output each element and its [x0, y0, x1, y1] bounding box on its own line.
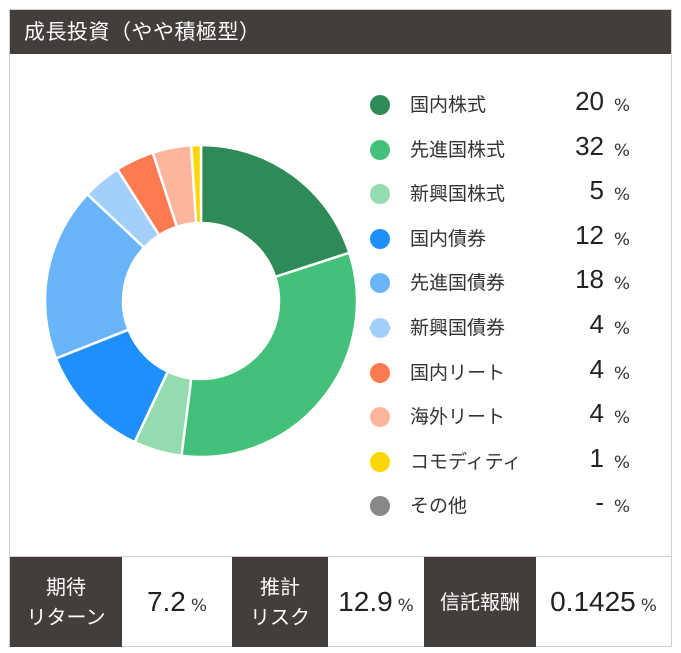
portfolio-card: 成長投資（やや積極型） 国内株式 20% 先進国株式 32% 新興国株式 5% 国内債券 12…	[9, 9, 672, 647]
legend-unit: %	[613, 408, 630, 429]
legend-label: 新興国債券	[410, 316, 506, 339]
allocation-donut-chart	[43, 143, 359, 459]
legend-unit: %	[613, 497, 630, 518]
legend-label: コモディティ	[410, 450, 522, 473]
legend-dot-icon	[370, 317, 390, 338]
legend-unit: %	[613, 185, 630, 206]
legend-label: 国内株式	[410, 94, 487, 116]
slice-9	[189, 143, 203, 225]
legend-value: 1	[589, 442, 604, 473]
legend-unit: %	[613, 452, 630, 473]
legend-dot-icon	[370, 228, 390, 249]
legend-value: 4	[589, 353, 604, 384]
legend-value: 12	[575, 219, 604, 250]
trust-fee-label: 信託報酬	[424, 557, 536, 647]
expected-return-label-line1: 期待	[46, 575, 86, 599]
estimated-risk-value: 12.9	[338, 586, 393, 617]
trust-fee-unit: %	[640, 596, 657, 616]
legend-value: 5	[589, 175, 604, 206]
legend-item: 新興国株式 5%	[370, 175, 630, 220]
legend-dot-icon	[370, 362, 390, 383]
legend-item: コモディティ 1%	[370, 443, 630, 488]
stats-bar: 期待 リターン 7.2 % 推計 リスク 12.9 % 信託報酬 0.1425 …	[10, 556, 671, 647]
estimated-risk-value-box: 12.9 %	[328, 557, 424, 647]
legend-value: -	[595, 487, 604, 518]
legend-dot-icon	[370, 273, 390, 294]
legend-value: 4	[589, 398, 604, 429]
legend-dot-icon	[370, 496, 390, 517]
legend-unit: %	[613, 274, 630, 295]
legend-item: 先進国債券 18%	[370, 264, 630, 309]
legend-unit: %	[613, 96, 630, 116]
legend-value: 18	[575, 264, 604, 295]
legend-dot-icon	[370, 451, 390, 472]
estimated-risk-label-line2: リスク	[250, 605, 310, 629]
legend-item: その他 -%	[370, 487, 630, 532]
legend-item: 先進国株式 32%	[370, 131, 630, 176]
legend-label: 国内債券	[410, 227, 487, 250]
chart-legend: 国内株式 20% 先進国株式 32% 新興国株式 5% 国内債券 12% 先進国債券 18% 新興国…	[370, 86, 630, 532]
estimated-risk-unit: %	[397, 596, 414, 616]
slice-1	[199, 143, 351, 279]
expected-return-label: 期待 リターン	[10, 557, 122, 647]
expected-return-unit: %	[190, 596, 208, 616]
legend-value: 32	[575, 130, 604, 161]
legend-dot-icon	[370, 184, 390, 205]
portfolio-title: 成長投資（やや積極型）	[10, 10, 671, 54]
legend-unit: %	[613, 229, 630, 250]
expected-return-label-line2: リターン	[26, 605, 106, 629]
trust-fee-value-box: 0.1425 %	[536, 557, 671, 647]
legend-value: 4	[589, 308, 604, 339]
estimated-risk-label-line1: 推計	[260, 575, 300, 599]
estimated-risk-label: 推計 リスク	[232, 557, 328, 647]
legend-unit: %	[613, 140, 630, 161]
legend-label: 国内リート	[410, 361, 506, 384]
trust-fee-value: 0.1425	[550, 586, 636, 617]
slice-2	[180, 251, 359, 459]
legend-dot-icon	[370, 139, 390, 160]
legend-item: 新興国債券 4%	[370, 309, 630, 354]
legend-dot-icon	[370, 407, 390, 428]
legend-label: 海外リート	[410, 406, 506, 429]
legend-unit: %	[613, 363, 630, 384]
legend-label: 先進国株式	[410, 138, 506, 161]
legend-item: 国内株式 20%	[370, 86, 630, 131]
legend-item: 国内リート 4%	[370, 354, 630, 399]
slice-5	[43, 192, 146, 361]
legend-item: 国内債券 12%	[370, 220, 630, 265]
legend-label: 新興国株式	[410, 183, 506, 206]
legend-unit: %	[613, 318, 630, 339]
legend-item: 海外リート 4%	[370, 398, 630, 443]
legend-value: 20	[575, 86, 604, 116]
expected-return-value: 7.2	[146, 586, 186, 617]
legend-label: その他	[410, 495, 468, 518]
expected-return-value-box: 7.2 %	[122, 557, 232, 647]
legend-label: 先進国債券	[410, 272, 506, 295]
legend-dot-icon	[370, 95, 390, 115]
